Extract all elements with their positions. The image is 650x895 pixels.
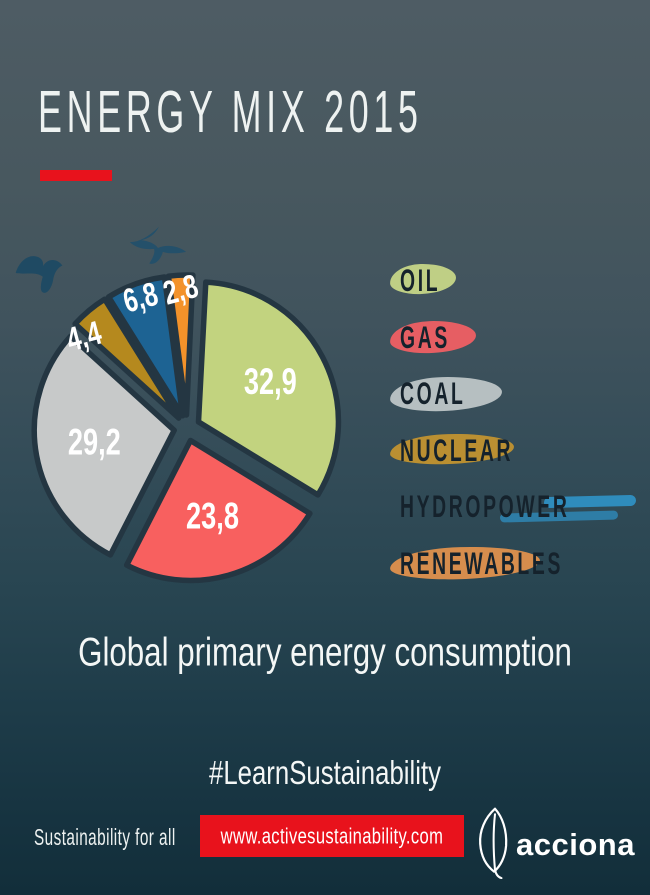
legend-item-coal: COAL: [389, 371, 642, 428]
pie-slice-gas: [123, 437, 313, 584]
legend-label-coal: COAL: [400, 375, 466, 412]
pie-label-gas: 23,8: [186, 495, 239, 536]
hashtag-text: #LearnSustainability: [208, 754, 441, 792]
website-url-text: www.activesustainability.com: [220, 822, 444, 848]
pie-chart-svg: 32,923,829,24,46,82,8: [31, 267, 342, 584]
pie-slice-nuclear: [72, 296, 182, 421]
website-link[interactable]: www.activesustainability.com: [200, 815, 464, 857]
chart-caption: Global primary energy consumption: [78, 630, 572, 675]
bird-icon: [15, 256, 63, 293]
pie-slice-coal: [31, 333, 177, 558]
legend-item-nuclear: NUCLEAR: [389, 428, 642, 485]
acciona-leaf-icon: [479, 807, 508, 879]
legend-label-hydropower: HYDROPOWER: [400, 488, 570, 525]
bird-icon: [129, 226, 187, 264]
legend-label-oil: OIL: [400, 262, 441, 299]
legend: OIL GAS COAL NUCLEAR HYDROPOWER RENEWABL…: [389, 258, 642, 598]
pie-chart: 32,9 23,8 29,2 4,4 6,8 2,8: [7, 248, 367, 608]
legend-label-nuclear: NUCLEAR: [400, 431, 514, 468]
brand-name: acciona: [516, 827, 635, 862]
brand-logo: acciona: [476, 802, 636, 882]
legend-label-gas: GAS: [400, 318, 450, 355]
footer-tagline: Sustainability for all: [34, 824, 176, 851]
legend-item-hydropower: HYDROPOWER: [392, 484, 642, 541]
footer: Sustainability for all www.activesustain…: [0, 806, 650, 879]
legend-item-gas: GAS: [389, 315, 642, 372]
pie-label-coal: 29,2: [68, 422, 121, 463]
title-accent-bar: [40, 170, 112, 181]
pie-label-oil: 32,9: [244, 361, 297, 402]
pie-slice-hydropower: [105, 274, 186, 419]
pie-slice-oil: [195, 279, 342, 498]
legend-item-renewables: RENEWABLES: [389, 541, 642, 598]
pie-slice-renewables: [165, 272, 196, 418]
page-title: ENERGY MIX 2015: [38, 77, 423, 145]
legend-label-renewables: RENEWABLES: [400, 544, 564, 581]
legend-item-oil: OIL: [389, 258, 642, 315]
